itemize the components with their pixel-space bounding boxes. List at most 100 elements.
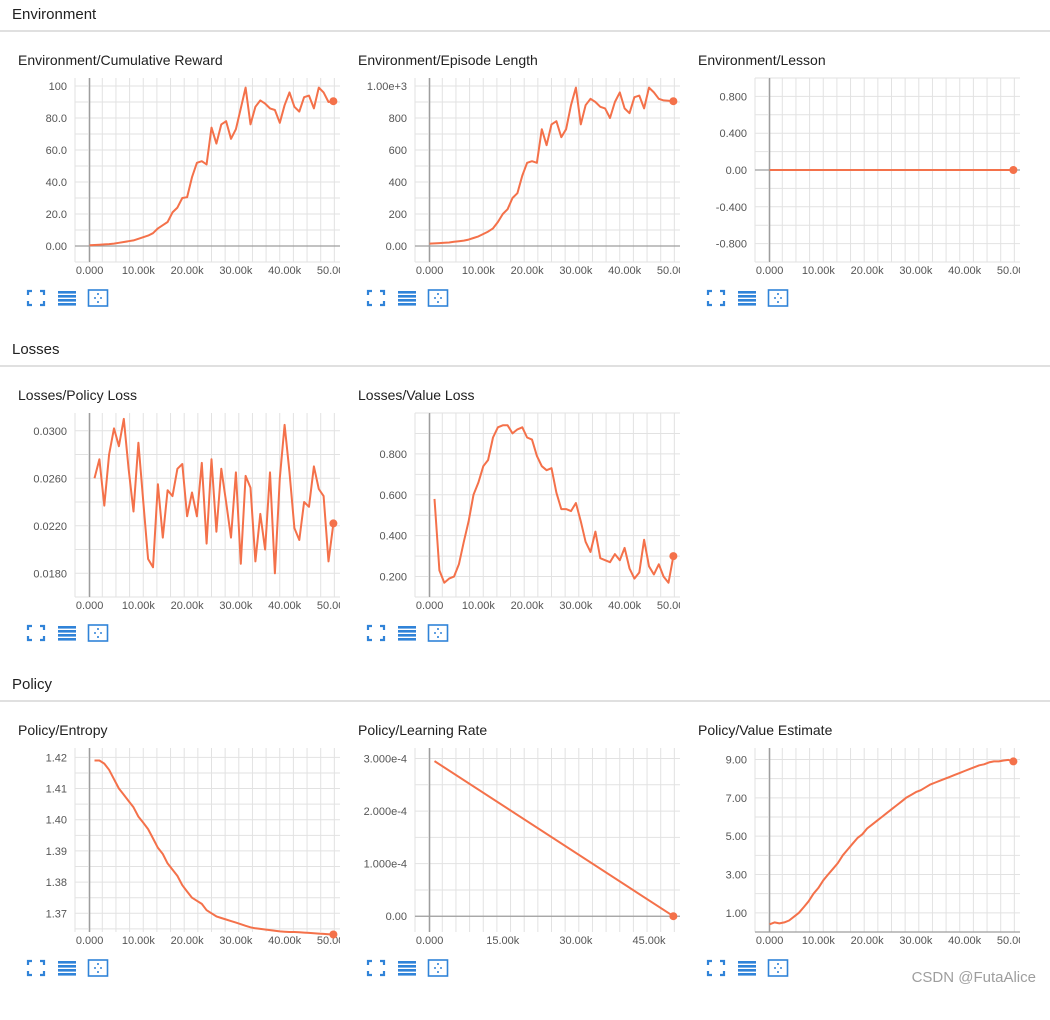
fit-frame (767, 289, 789, 307)
x-tick-label: 15.00k (486, 935, 520, 947)
y-tick-label: 60.0 (46, 145, 67, 157)
y-tick-label: 1.39 (46, 846, 67, 858)
y-tick-label: 0.800 (719, 91, 747, 103)
list-lines-icon[interactable] (396, 288, 418, 308)
series-line (93, 417, 335, 575)
fullscreen-corners (706, 289, 726, 307)
y-tick-label: 0.800 (379, 449, 407, 461)
fit-frame (767, 959, 789, 977)
x-tick-label: 30.00k (899, 935, 933, 947)
x-tick-label: 30.00k (559, 265, 593, 277)
last-point-marker (1009, 166, 1018, 174)
y-tick-label: 1.00 (726, 908, 747, 920)
x-tick-label: 40.00k (608, 265, 642, 277)
fit-frame (427, 624, 449, 642)
list-line (58, 634, 76, 637)
section-label: Environment (12, 6, 97, 23)
fullscreen-corners (366, 624, 386, 642)
y-tick-label: 1.00e+3 (367, 81, 407, 93)
chart-card-value-loss: Losses/Value Loss 0.200 0.400 0.600 0.800 0.… (340, 385, 680, 685)
fit-frame (427, 289, 449, 307)
section-header-environment[interactable]: Environment (0, 0, 1050, 32)
fullscreen-icon[interactable] (25, 623, 47, 643)
x-tick-label: 45.00k (632, 935, 666, 947)
list-line (398, 630, 416, 633)
x-tick-label: 10.00k (122, 600, 156, 612)
chart-card-entropy: Policy/Entropy 1.37 1.38 1.39 1.40 1.41 1.42 0… (0, 720, 340, 1020)
fit-arrows (434, 963, 442, 973)
y-tick-label: 1.37 (46, 908, 67, 920)
list-line (58, 295, 76, 298)
series-line (769, 758, 1014, 926)
list-line (58, 626, 76, 629)
fit-domain-icon[interactable] (427, 288, 449, 308)
fit-domain-icon[interactable] (427, 623, 449, 643)
list-lines-icon[interactable] (396, 623, 418, 643)
fit-domain-icon[interactable] (87, 623, 109, 643)
x-tick-label: 0.000 (76, 265, 104, 277)
section-label: Policy (12, 676, 53, 693)
x-tick-label: 20.00k (511, 600, 545, 612)
list-line (58, 969, 76, 972)
fullscreen-icon[interactable] (25, 958, 47, 978)
fit-arrows (434, 293, 442, 303)
list-lines-icon[interactable] (396, 958, 418, 978)
fullscreen-icon[interactable] (25, 288, 47, 308)
section-header-policy[interactable]: Policy (0, 670, 1050, 702)
chart-title: Losses/Policy Loss (18, 387, 138, 403)
y-tick-label: -0.400 (716, 202, 747, 214)
x-tick-label: 0.000 (416, 600, 444, 612)
fit-frame (87, 959, 109, 977)
section-header-losses[interactable]: Losses (0, 335, 1050, 367)
series-line (89, 86, 334, 247)
y-tick-label: 100 (49, 81, 67, 93)
list-line (738, 295, 756, 298)
list-lines-icon[interactable] (56, 623, 78, 643)
fit-frame (87, 289, 109, 307)
x-tick-label: 50.00k (657, 600, 680, 612)
list-line (398, 295, 416, 298)
fullscreen-icon[interactable] (365, 623, 387, 643)
y-tick-label: 0.0220 (33, 521, 67, 533)
x-tick-label: 20.00k (851, 935, 885, 947)
last-point-marker (669, 912, 678, 921)
fit-domain-icon[interactable] (767, 958, 789, 978)
fit-domain-icon[interactable] (87, 288, 109, 308)
fit-arrows (94, 628, 102, 638)
list-line (398, 634, 416, 637)
fullscreen-icon[interactable] (365, 288, 387, 308)
y-tick-label: 0.00 (46, 241, 67, 253)
fullscreen-icon[interactable] (705, 288, 727, 308)
x-tick-label: 50.00k (317, 265, 340, 277)
chart-card-lesson: Environment/Lesson -0.800 -0.400 0.00 0.400… (680, 50, 1020, 350)
list-lines-icon[interactable] (736, 958, 758, 978)
x-tick-label: 30.00k (559, 935, 593, 947)
x-tick-label: 40.00k (268, 600, 302, 612)
series-line (429, 86, 674, 245)
fit-domain-icon[interactable] (427, 958, 449, 978)
y-tick-label: 0.00 (726, 165, 747, 177)
list-line (738, 303, 756, 306)
chart-plot: -0.800 -0.400 0.00 0.400 0.800 0.000 10.00k 20.… (716, 77, 1020, 277)
chart-plot: 0.200 0.400 0.600 0.800 0.000 10.00k 20.00k 30.… (379, 412, 680, 612)
list-lines-icon[interactable] (56, 958, 78, 978)
list-line (398, 969, 416, 972)
list-lines-icon[interactable] (736, 288, 758, 308)
series-line (433, 424, 675, 584)
list-line (58, 965, 76, 968)
fit-domain-icon[interactable] (767, 288, 789, 308)
fullscreen-corners (26, 959, 46, 977)
fullscreen-icon[interactable] (705, 958, 727, 978)
list-lines-icon[interactable] (56, 288, 78, 308)
x-tick-label: 30.00k (219, 265, 253, 277)
fit-domain-icon[interactable] (87, 958, 109, 978)
x-tick-label: 40.00k (948, 265, 982, 277)
chart-plot: 1.00 3.00 5.00 7.00 9.00 0.000 10.00k 20.00k 30.… (726, 748, 1020, 947)
last-point-marker (669, 552, 678, 561)
list-line (398, 299, 416, 302)
fullscreen-icon[interactable] (365, 958, 387, 978)
fullscreen-corners (26, 289, 46, 307)
chart-title: Policy/Learning Rate (358, 722, 488, 738)
last-point-marker (329, 930, 338, 939)
fit-arrows (774, 963, 782, 973)
